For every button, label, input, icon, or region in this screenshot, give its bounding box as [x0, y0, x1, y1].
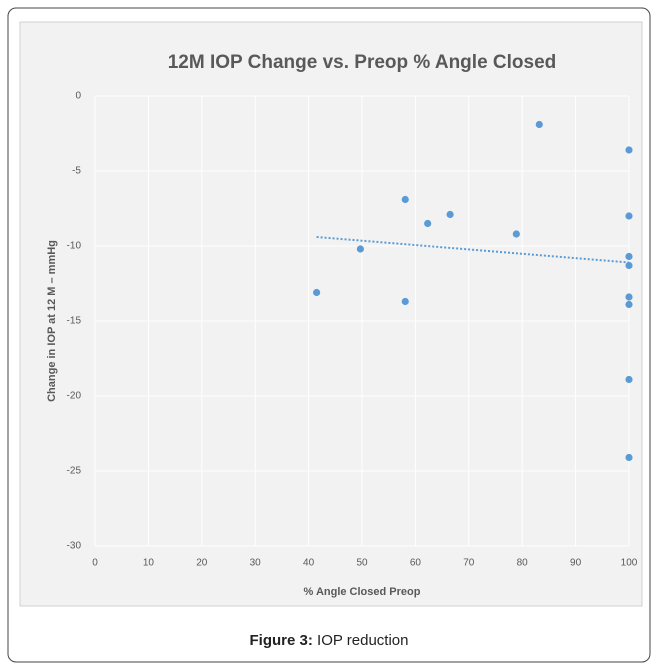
data-point: [625, 212, 633, 220]
data-point: [424, 219, 432, 228]
y-tick-label: 0: [75, 91, 81, 102]
x-tick-label: 20: [196, 558, 208, 569]
data-point: [401, 297, 409, 306]
y-tick-label: -10: [67, 241, 82, 252]
x-tick-label: 50: [356, 558, 368, 569]
data-point: [625, 146, 633, 154]
x-tick-label: 40: [303, 558, 315, 569]
data-point: [512, 230, 520, 238]
x-tick-label: 60: [410, 558, 422, 569]
y-tick-label: -20: [67, 391, 82, 402]
data-point: [313, 288, 321, 297]
data-point: [625, 300, 633, 309]
caption-text: IOP reduction: [317, 632, 409, 649]
x-tick-label: 70: [463, 558, 475, 569]
y-tick-label: -25: [67, 466, 82, 477]
data-point: [535, 120, 543, 129]
x-tick-label: 80: [517, 558, 529, 569]
x-tick-label: 0: [92, 558, 98, 569]
data-point: [401, 195, 409, 204]
trendline: [316, 236, 630, 264]
data-point: [625, 453, 633, 462]
x-tick-label: 100: [621, 558, 638, 569]
chart-title: 12M IOP Change vs. Preop % Angle Closed: [168, 52, 557, 73]
data-point: [625, 293, 633, 301]
x-tick-label: 10: [143, 558, 155, 569]
x-axis-title: % Angle Closed Preop: [304, 586, 421, 598]
data-point: [625, 252, 633, 261]
data-point: [446, 210, 454, 219]
y-axis-title: Change in IOP at 12 M – mmHg: [46, 240, 58, 402]
y-tick-label: -30: [67, 541, 82, 552]
caption: Figure 3: IOP reduction: [0, 632, 658, 649]
y-tick-label: -15: [67, 316, 82, 327]
x-tick-label: 90: [570, 558, 582, 569]
data-point: [625, 261, 633, 270]
chart-area: [19, 21, 643, 607]
x-tick-label: 30: [250, 558, 262, 569]
y-tick-label: -5: [72, 166, 81, 177]
data-point: [356, 245, 364, 253]
caption-label: Figure 3:: [249, 632, 313, 649]
data-point: [625, 375, 633, 384]
